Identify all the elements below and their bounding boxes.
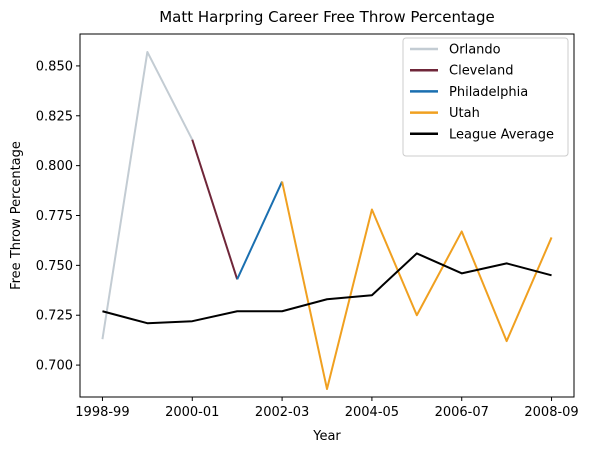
chart-title: Matt Harpring Career Free Throw Percenta… (159, 8, 495, 26)
legend-label-philadelphia: Philadelphia (449, 85, 528, 100)
series-line-cleveland (191, 139, 239, 280)
y-axis: 0.700 0.725 0.750 0.775 0.800 0.825 0.850 (36, 59, 80, 374)
y-tick-label: 0.725 (36, 309, 73, 324)
x-tick-label: 2002-03 (255, 405, 309, 420)
series-line-utah (281, 181, 553, 391)
series-line-orlando (101, 50, 194, 340)
y-tick-label: 0.825 (36, 109, 73, 124)
y-tick-label: 0.850 (36, 59, 73, 74)
x-tick-label: 2004-05 (345, 405, 399, 420)
y-tick-label: 0.800 (36, 159, 73, 174)
y-tick-label: 0.700 (36, 359, 73, 374)
x-tick-label: 2000-01 (165, 405, 219, 420)
series-line-philadelphia (236, 181, 283, 280)
y-tick-label: 0.750 (36, 259, 73, 274)
legend-box (402, 37, 569, 157)
x-tick-label: 2008-09 (524, 405, 578, 420)
x-tick-label: 2006-07 (435, 405, 489, 420)
series-layer (101, 50, 553, 391)
x-tick-label: 1998-99 (75, 405, 129, 420)
y-axis-label: Free Throw Percentage (9, 141, 24, 290)
legend-label-orlando: Orlando (449, 43, 501, 58)
legend-label-league-average: League Average (449, 127, 554, 142)
legend: Orlando Cleveland Philadelphia Utah League A… (402, 37, 569, 157)
x-axis: 1998-99 2000-01 2002-03 2004-05 2006-07 2008-… (75, 397, 579, 420)
legend-label-utah: Utah (449, 106, 480, 121)
legend-label-cleveland: Cleveland (449, 64, 513, 79)
x-axis-label: Year (312, 429, 341, 444)
series-line-league-average (102, 252, 552, 325)
y-tick-label: 0.775 (36, 209, 73, 224)
